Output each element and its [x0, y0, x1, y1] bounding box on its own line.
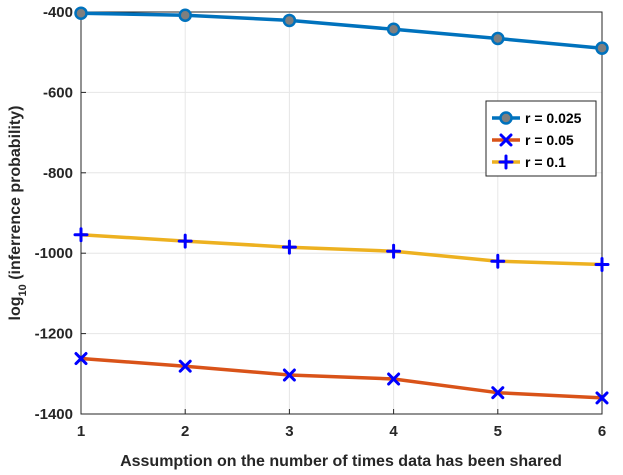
- legend-label-2: r = 0.05: [525, 132, 574, 148]
- x-tick-label: 5: [494, 423, 502, 440]
- x-tick-label: 4: [389, 423, 398, 440]
- series-2-point-4: [387, 372, 401, 386]
- series-2-point-3-stroke-b: [282, 368, 296, 382]
- x-tick-label: 3: [285, 423, 293, 440]
- series-2-point-4-stroke-b: [387, 372, 401, 386]
- x-axis-label: Assumption on the number of times data h…: [120, 453, 562, 470]
- series-1-point-4: [386, 22, 401, 37]
- series-group: [73, 6, 610, 405]
- series-2-point-2: [178, 359, 192, 373]
- series-2-point-1-stroke-b: [74, 352, 88, 366]
- y-axis-label: log10 (inferrence probability): [7, 106, 29, 321]
- series-line-1: [80, 11, 603, 50]
- y-axis-label-main: log: [7, 296, 24, 320]
- series-2-point-2-stroke-b: [178, 359, 192, 373]
- series-3-point-6: [594, 256, 610, 272]
- series-1-point-3: [282, 13, 297, 28]
- series-1-point-1: [74, 6, 88, 20]
- y-tick-label: -1200: [35, 326, 73, 343]
- series-1-point-5: [491, 31, 505, 46]
- y-tick-label: -1000: [35, 245, 73, 262]
- y-axis-label-rest: (inferrence probability): [7, 106, 24, 285]
- y-axis-label-subscript: 10: [17, 284, 29, 296]
- legend: r = 0.025 r = 0.05 r = 0.1: [485, 100, 597, 177]
- series-1-point-2: [178, 8, 192, 22]
- series-3-point-5: [490, 253, 506, 269]
- x-tick-label: 6: [598, 423, 606, 440]
- x-tick-label: 1: [77, 423, 85, 440]
- legend-label-1: r = 0.025: [525, 110, 582, 126]
- series-3-point-1: [73, 227, 89, 243]
- y-tick-label: -400: [43, 4, 73, 21]
- y-tick-label: -800: [43, 165, 73, 182]
- x-tick-label: 2: [181, 423, 189, 440]
- plot-area-frame: [80, 11, 603, 415]
- legend-marker-2: [499, 133, 513, 147]
- series-2-point-6: [595, 391, 609, 405]
- series-2-point-5-stroke-b: [491, 386, 505, 400]
- series-3-point-2: [177, 233, 193, 249]
- series-line-2: [80, 356, 603, 400]
- y-tick-label: -1400: [35, 406, 73, 423]
- series-2-point-5: [491, 386, 505, 400]
- y-axis-ticks: -400 -600 -800 -1000 -1200 -1400: [35, 4, 86, 423]
- series-1-point-6: [595, 41, 609, 55]
- legend-marker-3: [498, 154, 514, 170]
- legend-marker-2-stroke-b: [499, 133, 513, 147]
- legend-label-3: r = 0.1: [525, 154, 566, 170]
- series-3-point-3: [281, 239, 297, 255]
- series-2-point-1: [74, 352, 88, 366]
- series-3-point-4: [386, 243, 402, 259]
- series-2-point-3: [282, 368, 296, 382]
- series-line-3: [80, 232, 603, 267]
- y-tick-label: -600: [43, 84, 73, 101]
- legend-marker-1: [499, 111, 513, 125]
- x-axis-ticks: 1 2 3 4 5 6: [77, 409, 606, 440]
- grid: [80, 11, 603, 415]
- series-2-point-6-stroke-b: [595, 391, 609, 405]
